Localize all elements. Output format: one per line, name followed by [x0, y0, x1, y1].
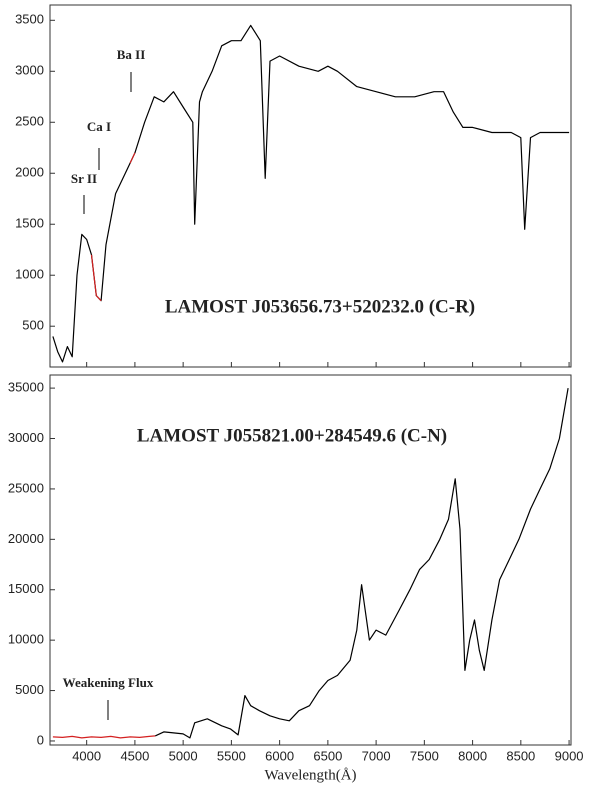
y-tick-label: 2500: [15, 114, 44, 129]
annotation: Weakening Flux: [63, 675, 154, 690]
y-tick-label: 5000: [15, 682, 44, 697]
plot-frame: [49, 4, 572, 368]
y-tick-label: 3500: [15, 12, 44, 27]
y-tick-label: 30000: [8, 430, 44, 445]
annotation: Ba II: [117, 47, 146, 62]
x-tick-label: 9000: [555, 748, 584, 763]
x-tick-label: 7000: [362, 748, 391, 763]
panel-title: LAMOST J053656.73+520232.0 (C-R): [165, 296, 475, 317]
x-axis-label: Wavelength(Å): [264, 767, 356, 783]
x-tick-label: 6000: [265, 748, 294, 763]
panel-title: LAMOST J055821.00+284549.6 (C-N): [137, 425, 447, 446]
x-tick-label: 6500: [313, 748, 342, 763]
annotation: Sr II: [71, 171, 97, 186]
y-tick-label: 0: [37, 732, 44, 747]
x-tick-label: 8000: [458, 748, 487, 763]
x-tick-label: 8500: [506, 748, 535, 763]
y-tick-label: 15000: [8, 581, 44, 596]
x-tick-label: 7500: [410, 748, 439, 763]
y-tick-label: 35000: [8, 380, 44, 395]
y-tick-label: 25000: [8, 480, 44, 495]
x-tick-label: 4500: [120, 748, 149, 763]
x-tick-label: 4000: [72, 748, 101, 763]
y-tick-label: 1500: [15, 216, 44, 231]
y-tick-label: 2000: [15, 165, 44, 180]
annotation: Ca I: [87, 119, 111, 134]
spectrum-line: [52, 735, 156, 739]
x-tick-label: 5500: [217, 748, 246, 763]
y-tick-label: 1000: [15, 267, 44, 282]
spectrum-line: [154, 387, 569, 739]
y-tick-label: 500: [22, 318, 44, 333]
plot-frame: [49, 374, 572, 746]
x-tick-label: 5000: [169, 748, 198, 763]
spectrum-line: [90, 152, 136, 302]
y-tick-label: 10000: [8, 632, 44, 647]
y-tick-label: 20000: [8, 531, 44, 546]
y-tick-label: 3000: [15, 63, 44, 78]
